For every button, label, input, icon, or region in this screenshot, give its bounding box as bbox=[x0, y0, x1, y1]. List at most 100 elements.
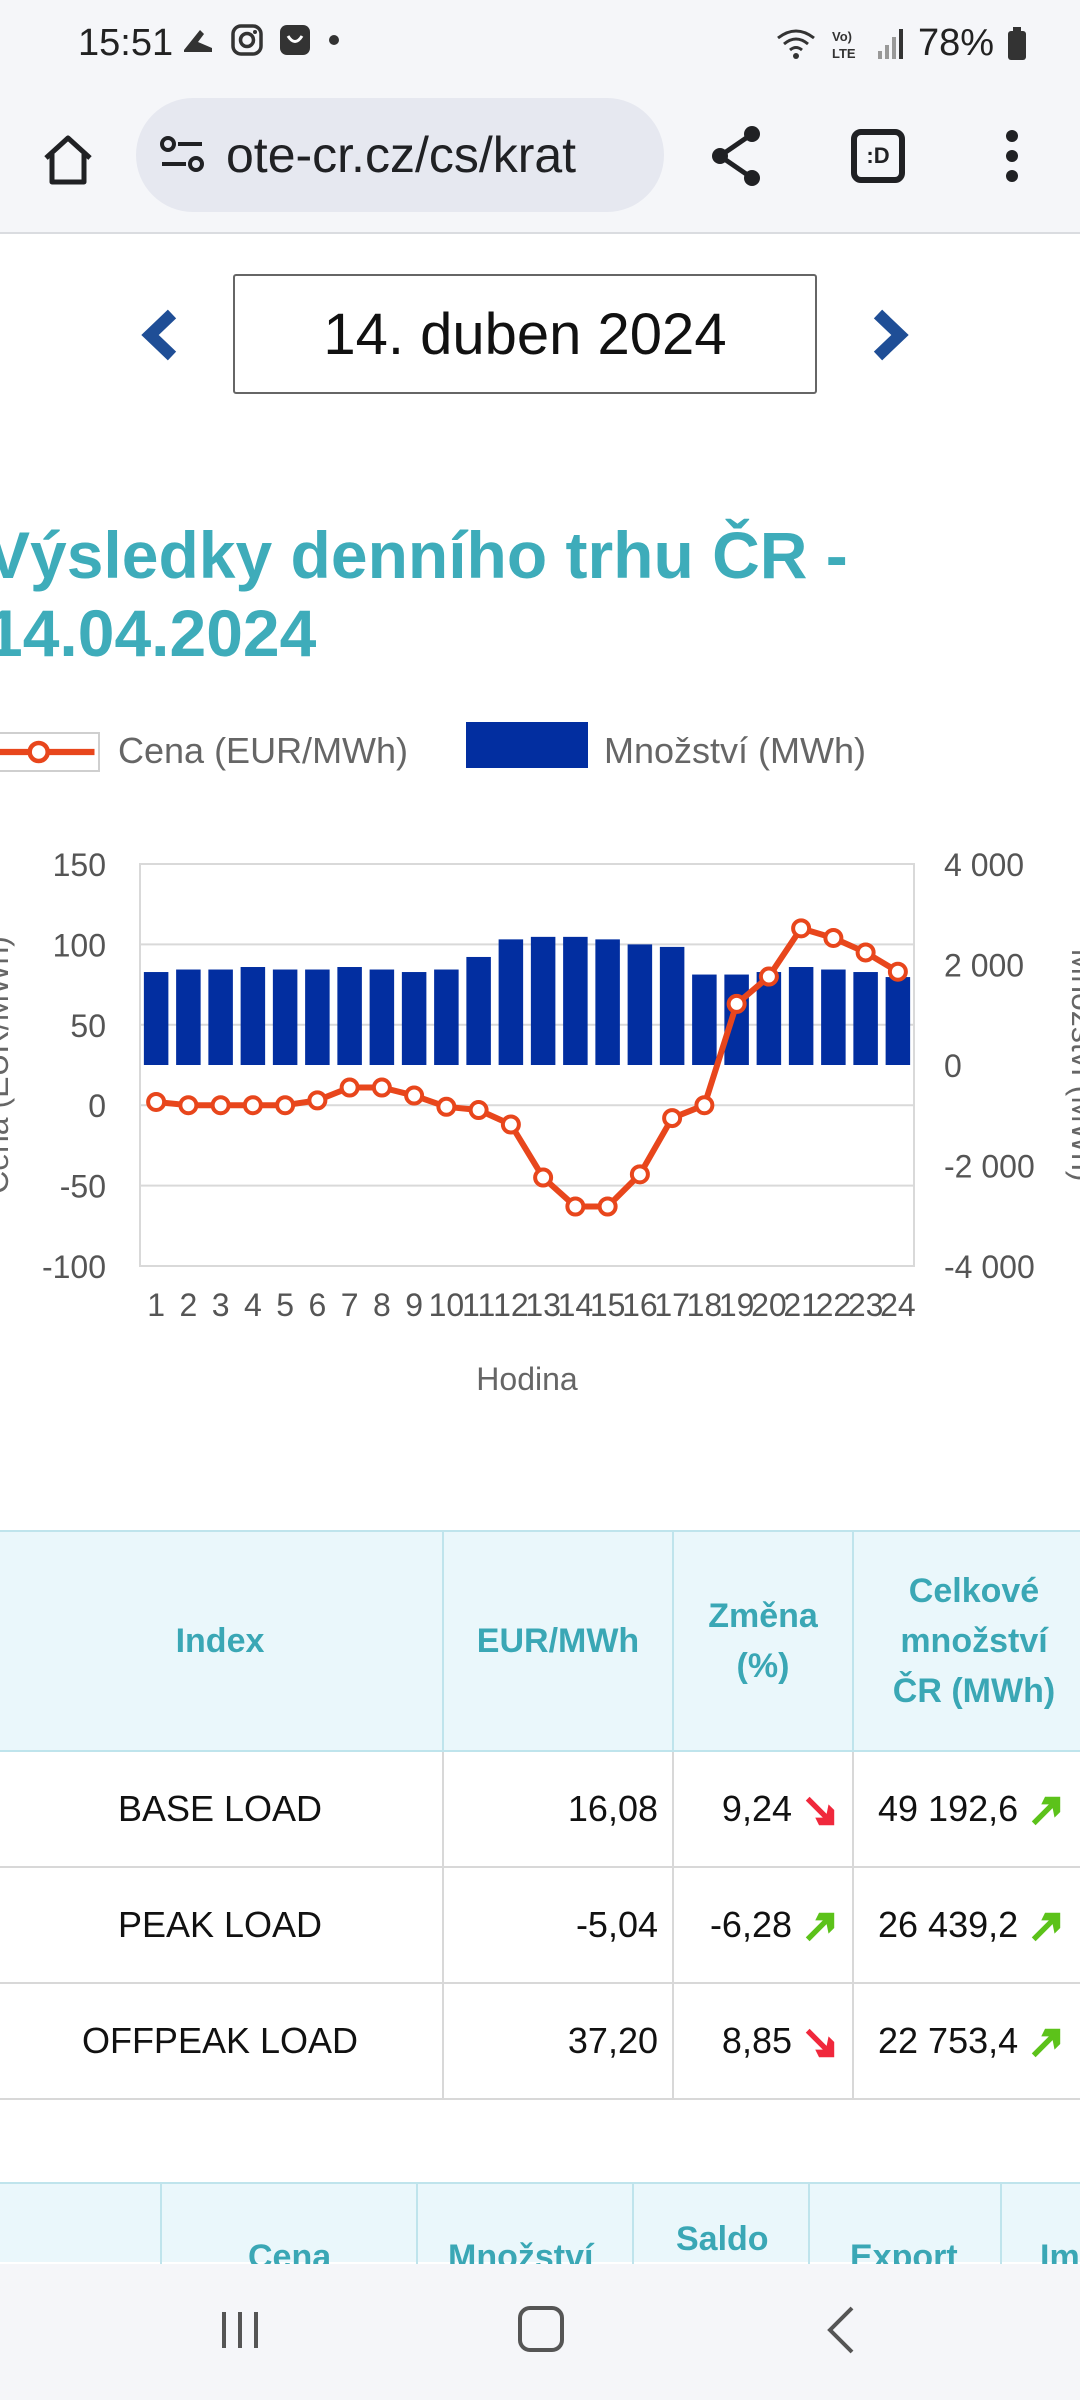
price-point bbox=[565, 1196, 586, 1217]
price-point bbox=[662, 1108, 683, 1129]
price-point bbox=[371, 1077, 392, 1098]
x-tick-label: 9 bbox=[405, 1287, 423, 1323]
index-total: 22 753,4 bbox=[878, 2019, 1019, 2061]
index-table-row: PEAK LOAD -5,04 -6,28 26 439,2 bbox=[0, 1866, 1080, 1984]
home-nav-button[interactable] bbox=[518, 2306, 564, 2352]
price-line bbox=[155, 925, 900, 1210]
browser-menu-button[interactable] bbox=[984, 118, 1040, 194]
volume-bar bbox=[305, 969, 330, 1065]
x-tick-label: 11 bbox=[462, 1287, 495, 1323]
instagram-icon bbox=[231, 24, 263, 56]
price-point bbox=[694, 1095, 715, 1116]
x-tick-label: 22 bbox=[816, 1287, 852, 1323]
price-point bbox=[887, 961, 908, 982]
share-icon bbox=[712, 126, 760, 186]
legend-volume-label[interactable]: Množství (MWh) bbox=[604, 730, 867, 771]
x-tick-label: 1 bbox=[147, 1287, 165, 1323]
x-tick-label: 15 bbox=[590, 1287, 626, 1323]
price-point bbox=[404, 1085, 425, 1106]
header-change: Změna (%) bbox=[672, 1530, 854, 1752]
menu-dot-icon bbox=[1006, 170, 1018, 182]
price-point bbox=[855, 942, 876, 963]
x-tick-label: 5 bbox=[276, 1287, 294, 1323]
y-right-tick-label: 2 000 bbox=[944, 948, 1024, 984]
index-name: OFFPEAK LOAD bbox=[0, 1982, 444, 2100]
volume-bar bbox=[821, 969, 846, 1065]
x-tick-label: 6 bbox=[308, 1287, 326, 1323]
legend-volume-swatch[interactable] bbox=[466, 722, 588, 768]
url-text[interactable]: ote-cr.cz/cs/krat bbox=[226, 127, 577, 183]
x-tick-label: 23 bbox=[848, 1287, 884, 1323]
x-tick-label: 8 bbox=[373, 1287, 391, 1323]
browser-toolbar: ote-cr.cz/cs/krat :D bbox=[0, 92, 1080, 234]
arrow-down-right-icon bbox=[805, 1797, 835, 1826]
tab-switcher-button[interactable]: :D bbox=[838, 118, 918, 194]
date-picker[interactable]: 14. duben 2024 bbox=[233, 274, 817, 394]
table2-divider bbox=[808, 2184, 810, 2264]
table2-divider bbox=[632, 2184, 634, 2264]
share-button[interactable] bbox=[700, 118, 776, 194]
header-total: Celkové množství ČR (MWh) bbox=[852, 1530, 1080, 1752]
index-price: 16,08 bbox=[442, 1750, 674, 1868]
site-settings-icon[interactable] bbox=[158, 132, 208, 176]
price-point bbox=[307, 1090, 328, 1111]
volume-bar bbox=[595, 939, 620, 1065]
volume-bar bbox=[143, 972, 169, 1065]
status-time: 15:51 bbox=[78, 22, 174, 64]
price-point bbox=[597, 1196, 618, 1217]
y-left-tick-label: 150 bbox=[53, 847, 106, 883]
shopping-bag-icon bbox=[280, 25, 310, 55]
price-point bbox=[178, 1095, 199, 1116]
svg-text:LTE: LTE bbox=[832, 46, 856, 61]
index-total: 26 439,2 bbox=[878, 1903, 1019, 1945]
legend-price-label[interactable]: Cena (EUR/MWh) bbox=[118, 730, 409, 771]
volume-bar bbox=[692, 974, 717, 1065]
index-change-cell: 8,85 bbox=[672, 1982, 854, 2100]
recent-apps-button[interactable] bbox=[216, 2306, 264, 2354]
price-point bbox=[629, 1164, 650, 1185]
header-price: EUR/MWh bbox=[442, 1530, 674, 1752]
chart-legend: Cena (EUR/MWh) Množství (MWh) bbox=[0, 720, 1080, 780]
x-tick-label: 19 bbox=[719, 1287, 755, 1323]
price-point bbox=[436, 1096, 457, 1117]
index-name: BASE LOAD bbox=[0, 1750, 444, 1868]
address-bar[interactable]: ote-cr.cz/cs/krat bbox=[136, 98, 664, 212]
back-nav-button[interactable] bbox=[822, 2304, 862, 2356]
y-left-tick-label: 0 bbox=[88, 1088, 106, 1124]
y-left-tick-label: 100 bbox=[53, 927, 106, 963]
x-tick-label: 10 bbox=[429, 1287, 465, 1323]
running-shoe-icon bbox=[184, 30, 212, 52]
system-nav-bar bbox=[0, 2264, 1080, 2400]
previous-day-button[interactable] bbox=[130, 300, 190, 370]
x-tick-label: 21 bbox=[783, 1287, 819, 1323]
volume-bar bbox=[788, 967, 814, 1065]
volume-bar bbox=[659, 946, 685, 1065]
menu-dot-icon bbox=[1006, 150, 1018, 162]
volume-bar bbox=[337, 967, 362, 1065]
home-button[interactable] bbox=[30, 122, 106, 198]
wifi-icon bbox=[777, 29, 815, 59]
volume-bar bbox=[272, 969, 298, 1065]
menu-dot-icon bbox=[1006, 130, 1018, 142]
price-point bbox=[791, 918, 812, 939]
x-tick-label: 20 bbox=[751, 1287, 787, 1323]
y-right-axis-title: Množství (MWh) bbox=[1065, 949, 1080, 1182]
price-point bbox=[339, 1077, 360, 1098]
table2-divider bbox=[1000, 2184, 1002, 2264]
price-point bbox=[275, 1095, 296, 1116]
table2-divider bbox=[160, 2184, 162, 2264]
next-day-button[interactable] bbox=[860, 300, 920, 370]
home-icon bbox=[44, 135, 92, 185]
price-point bbox=[823, 927, 844, 948]
index-total-cell: 49 192,6 bbox=[852, 1750, 1080, 1868]
header-index: Index bbox=[0, 1530, 444, 1752]
table2-header-saldo: Saldo bbox=[676, 2220, 769, 2258]
x-tick-label: 14 bbox=[558, 1287, 594, 1323]
table2-divider bbox=[416, 2184, 418, 2264]
volume-bar bbox=[853, 972, 878, 1065]
index-change-cell: 9,24 bbox=[672, 1750, 854, 1868]
volume-bar bbox=[498, 939, 524, 1065]
chart-svg: 150 100 50 0 -50 -100 4 000 2 000 0 -2 000 -4 000 1… bbox=[0, 847, 1080, 1397]
x-tick-label: 18 bbox=[687, 1287, 723, 1323]
legend-price-swatch[interactable] bbox=[0, 732, 100, 772]
